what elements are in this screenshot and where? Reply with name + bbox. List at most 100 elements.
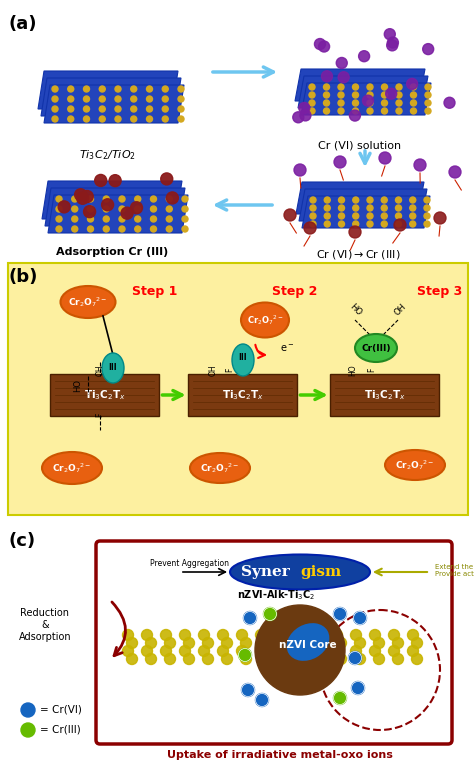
Circle shape <box>52 106 58 112</box>
Circle shape <box>109 175 121 186</box>
Circle shape <box>99 116 105 122</box>
Circle shape <box>72 216 78 222</box>
Circle shape <box>425 108 431 114</box>
Text: OH: OH <box>209 364 218 376</box>
Circle shape <box>119 206 125 212</box>
Circle shape <box>83 206 96 218</box>
Circle shape <box>353 221 359 227</box>
Circle shape <box>410 100 417 106</box>
Circle shape <box>324 221 330 227</box>
Circle shape <box>338 84 344 90</box>
Circle shape <box>367 84 373 90</box>
Circle shape <box>367 100 373 106</box>
Circle shape <box>81 190 93 202</box>
Circle shape <box>382 92 388 98</box>
Circle shape <box>299 103 310 114</box>
Text: HO: HO <box>348 364 357 376</box>
Circle shape <box>146 116 153 122</box>
Text: Step 1: Step 1 <box>132 285 178 298</box>
Circle shape <box>56 196 62 202</box>
Circle shape <box>367 213 373 219</box>
Circle shape <box>353 100 358 106</box>
Polygon shape <box>44 85 184 123</box>
Circle shape <box>300 110 311 121</box>
Circle shape <box>218 646 228 657</box>
Circle shape <box>323 100 329 106</box>
Polygon shape <box>301 83 431 115</box>
Circle shape <box>146 96 153 102</box>
Circle shape <box>374 653 384 664</box>
Text: Cr$_2$O$_7$$^{2-}$: Cr$_2$O$_7$$^{2-}$ <box>246 313 283 327</box>
Circle shape <box>72 196 78 202</box>
Circle shape <box>88 216 93 222</box>
Circle shape <box>423 44 434 54</box>
Text: HO: HO <box>73 378 82 391</box>
Circle shape <box>166 216 172 222</box>
Circle shape <box>127 637 137 649</box>
Text: Cr$_2$O$_7$$^{2-}$: Cr$_2$O$_7$$^{2-}$ <box>395 458 435 472</box>
Circle shape <box>88 206 93 212</box>
Circle shape <box>294 164 306 176</box>
Text: (c): (c) <box>8 532 35 550</box>
Text: Extend the Interlayer
Provide active site: Extend the Interlayer Provide active sit… <box>435 564 474 577</box>
Circle shape <box>199 630 210 640</box>
Circle shape <box>410 221 416 227</box>
Circle shape <box>99 86 105 92</box>
Circle shape <box>178 116 184 122</box>
Circle shape <box>353 197 359 203</box>
Circle shape <box>408 630 419 640</box>
Circle shape <box>162 116 168 122</box>
Circle shape <box>162 86 168 92</box>
Ellipse shape <box>190 453 250 483</box>
Circle shape <box>68 106 74 112</box>
Circle shape <box>127 653 137 664</box>
Circle shape <box>410 84 417 90</box>
Circle shape <box>146 653 156 664</box>
Circle shape <box>146 637 156 649</box>
Circle shape <box>334 607 346 621</box>
Circle shape <box>77 193 89 204</box>
Polygon shape <box>296 182 424 214</box>
Circle shape <box>370 646 381 657</box>
Circle shape <box>237 630 247 640</box>
Circle shape <box>392 653 403 664</box>
Circle shape <box>284 209 296 221</box>
Circle shape <box>56 216 62 222</box>
Circle shape <box>52 86 58 92</box>
Circle shape <box>386 88 397 99</box>
Circle shape <box>293 630 304 640</box>
Circle shape <box>21 723 35 737</box>
Circle shape <box>221 637 233 649</box>
Circle shape <box>424 205 430 211</box>
Text: Cr (VI) solution: Cr (VI) solution <box>319 140 401 150</box>
Circle shape <box>323 108 329 114</box>
Circle shape <box>58 201 70 213</box>
Circle shape <box>161 630 172 640</box>
Text: Step 3: Step 3 <box>418 285 463 298</box>
Circle shape <box>259 637 271 649</box>
Circle shape <box>122 630 134 640</box>
Circle shape <box>387 40 398 51</box>
FancyBboxPatch shape <box>51 374 159 416</box>
Ellipse shape <box>355 334 397 362</box>
Circle shape <box>298 653 309 664</box>
Ellipse shape <box>61 286 116 318</box>
Circle shape <box>74 189 87 201</box>
Circle shape <box>323 92 329 98</box>
Circle shape <box>162 106 168 112</box>
Circle shape <box>161 646 172 657</box>
Circle shape <box>353 213 359 219</box>
Circle shape <box>99 96 105 102</box>
Circle shape <box>83 96 90 102</box>
Text: Cr$_2$O$_7$$^{2-}$: Cr$_2$O$_7$$^{2-}$ <box>201 461 240 475</box>
Circle shape <box>367 205 373 211</box>
Polygon shape <box>45 188 185 226</box>
Circle shape <box>88 196 93 202</box>
Circle shape <box>304 222 316 234</box>
Circle shape <box>355 637 365 649</box>
Circle shape <box>395 221 401 227</box>
Circle shape <box>389 630 400 640</box>
Circle shape <box>56 206 62 212</box>
Circle shape <box>338 92 344 98</box>
Circle shape <box>334 156 346 168</box>
